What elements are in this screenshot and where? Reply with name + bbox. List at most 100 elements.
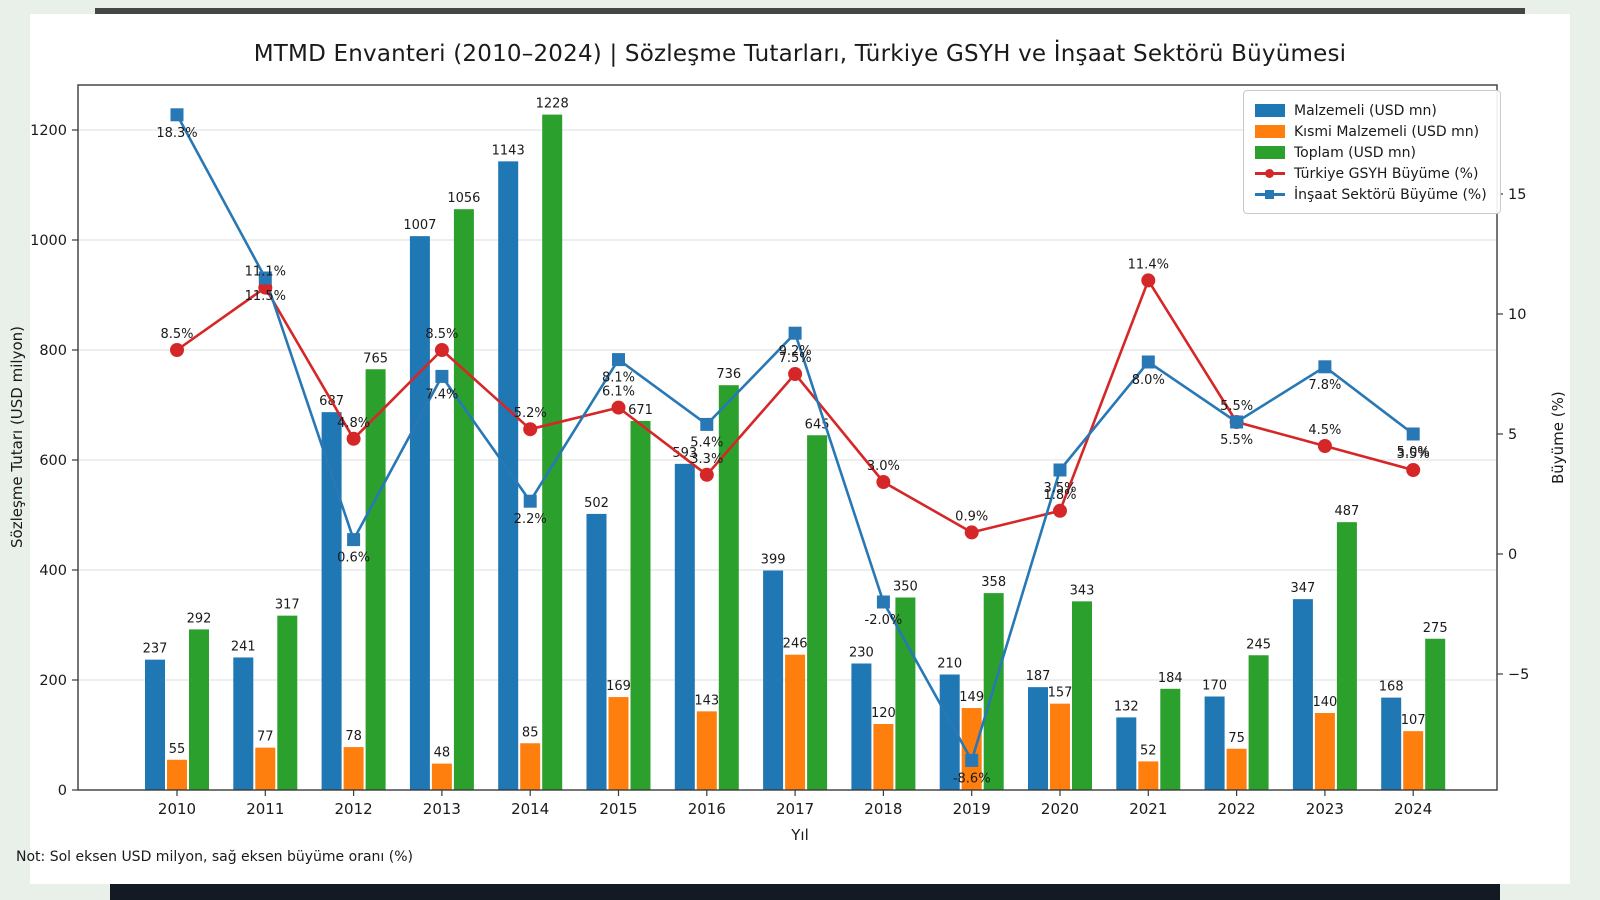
bar-value-label: 168: [1379, 680, 1404, 695]
bar-2024: [1425, 638, 1446, 790]
bar-2014: [520, 743, 541, 790]
bar-2021: [1138, 761, 1159, 790]
bar-value-label: 1056: [447, 191, 480, 206]
legend-item-malzemeli: Malzemeli (USD mn): [1255, 100, 1487, 121]
line-marker-square: [612, 353, 625, 367]
bar-value-label: 765: [363, 351, 388, 366]
legend-item-insaat: İnşaat Sektörü Büyüme (%): [1255, 184, 1487, 205]
bar-value-label: 1007: [403, 218, 436, 233]
y-tick-label-right: 15: [1508, 187, 1526, 203]
line-marker-circle: [611, 400, 626, 415]
line-point-label: 7.5%: [779, 351, 812, 366]
x-tick-label: 2016: [688, 800, 726, 818]
bar-2017: [807, 435, 828, 790]
y-tick-label-right: 10: [1508, 307, 1526, 323]
line-point-label: 5.4%: [690, 435, 723, 450]
bar-2012: [365, 369, 386, 790]
line-point-label: 5.5%: [1220, 399, 1253, 414]
bar-value-label: 237: [143, 642, 168, 657]
y-tick-label-left: 800: [39, 343, 67, 359]
bar-2021: [1160, 688, 1181, 790]
bar-value-label: 132: [1114, 699, 1139, 714]
bar-2017: [785, 654, 806, 790]
line-marker-circle: [170, 343, 184, 357]
line-marker-square: [435, 369, 449, 383]
y-tick-label-left: 0: [58, 783, 67, 799]
line-point-label: 9.2%: [779, 344, 812, 359]
toplam-swatch-icon: [1255, 146, 1285, 159]
bar-value-label: 292: [187, 611, 212, 626]
bar-value-label: 275: [1423, 621, 1448, 636]
bar-2016: [674, 463, 695, 790]
bar-value-label: 487: [1334, 504, 1359, 519]
line-point-label: 4.5%: [1308, 423, 1341, 438]
y-tick-label-right: 0: [1508, 547, 1517, 563]
gsyh-line-swatch-icon: [1255, 167, 1285, 180]
line-point-label: 5.0%: [1397, 445, 1430, 460]
bar-2010: [145, 659, 165, 790]
bar-2024: [1381, 697, 1402, 790]
bar-2012: [321, 412, 342, 790]
bar-value-label: 1143: [492, 143, 525, 158]
line-marker-square: [1053, 463, 1067, 477]
line-marker-square: [170, 108, 184, 122]
x-tick-label: 2021: [1129, 800, 1167, 818]
x-tick-label: 2023: [1306, 800, 1344, 818]
bottom-dark-strip: [110, 884, 1500, 900]
bar-value-label: 350: [893, 580, 918, 595]
bar-2013: [453, 209, 474, 790]
line-marker-square: [788, 326, 802, 340]
line-marker-square: [1406, 427, 1420, 441]
insaat-line-swatch-icon: [1255, 188, 1285, 201]
legend-label-insaat: İnşaat Sektörü Büyüme (%): [1294, 186, 1487, 203]
line-point-label: 8.5%: [160, 327, 193, 342]
line-marker-circle: [1141, 273, 1156, 288]
line-point-label: 11.4%: [1128, 257, 1169, 272]
line-point-label: -8.6%: [953, 771, 991, 786]
x-tick-label: 2017: [776, 800, 814, 818]
bar-2016: [718, 385, 739, 790]
bar-value-label: 671: [628, 403, 653, 418]
bar-value-label: 210: [937, 657, 962, 672]
line-marker-circle: [964, 525, 979, 540]
x-tick-label: 2015: [599, 800, 637, 818]
line-point-label: 1.8%: [1043, 488, 1076, 503]
bar-2013: [431, 763, 452, 790]
x-tick-label: 2013: [423, 800, 461, 818]
line-point-label: 4.8%: [337, 416, 370, 431]
bar-value-label: 140: [1312, 695, 1337, 710]
y-tick-label-left: 400: [39, 563, 67, 579]
bar-value-label: 149: [959, 690, 984, 705]
chart-title: MTMD Envanteri (2010–2024) | Sözleşme Tu…: [253, 41, 1347, 67]
bar-2022: [1248, 655, 1269, 790]
line-marker-square: [1318, 360, 1332, 374]
line-point-label: 8.1%: [602, 371, 635, 386]
bar-2021: [1116, 717, 1137, 790]
bar-2015: [630, 420, 651, 790]
bar-value-label: 343: [1070, 583, 1095, 598]
line-point-label: 5.5%: [1220, 433, 1253, 448]
bar-value-label: 78: [345, 729, 362, 744]
bar-2018: [895, 597, 916, 790]
line-point-label: 7.8%: [1308, 378, 1341, 393]
line-marker-square: [700, 417, 714, 431]
legend-item-toplam: Toplam (USD mn): [1255, 142, 1487, 163]
legend-label-malzemeli: Malzemeli (USD mn): [1294, 102, 1437, 119]
bar-2017: [763, 570, 784, 790]
legend-item-gsyh: Türkiye GSYH Büyüme (%): [1255, 163, 1487, 184]
x-axis-label: Yıl: [791, 826, 809, 844]
bar-value-label: 245: [1246, 637, 1271, 652]
bar-value-label: 75: [1228, 731, 1245, 746]
x-tick-label: 2020: [1041, 800, 1079, 818]
line-point-label: 18.3%: [156, 126, 197, 141]
line-point-label: 8.5%: [425, 327, 458, 342]
bar-value-label: 230: [849, 646, 874, 661]
x-tick-label: 2014: [511, 800, 549, 818]
line-marker-circle: [523, 422, 538, 437]
line-marker-circle: [1053, 503, 1067, 518]
bar-value-label: 107: [1401, 713, 1426, 728]
legend-item-kismi-malzemeli: Kısmi Malzemeli (USD mn): [1255, 121, 1487, 142]
line-point-label: 7.4%: [425, 387, 458, 402]
bar-2014: [542, 114, 563, 791]
